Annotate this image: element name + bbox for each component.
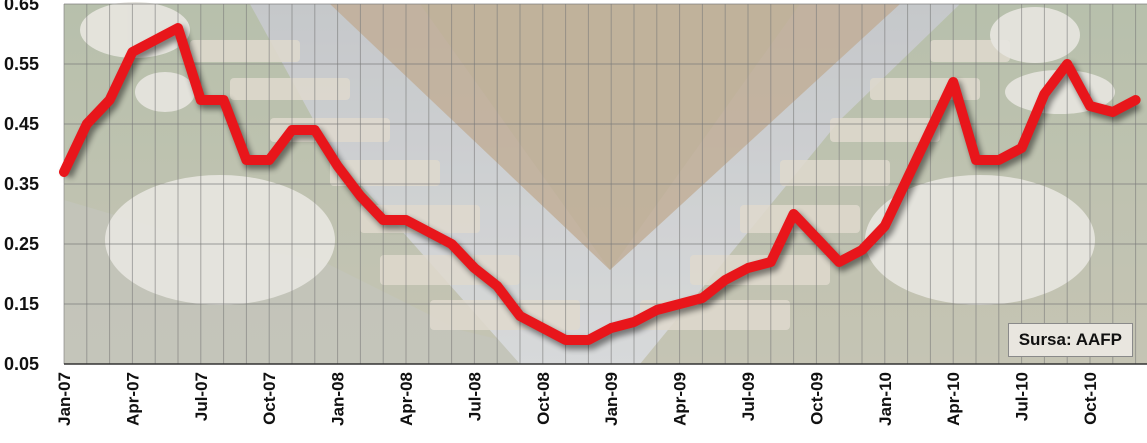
data-point (769, 261, 772, 263)
data-point (222, 99, 225, 101)
data-point (63, 171, 65, 173)
background-photo (64, 2, 1147, 364)
data-point (313, 129, 316, 131)
y-tick-label: 0.35 (4, 174, 39, 194)
data-point (108, 99, 111, 101)
y-tick-label: 0.25 (4, 234, 39, 254)
data-point (792, 213, 795, 215)
x-tick-label: Jul-09 (739, 372, 758, 421)
x-tick-label: Jan-10 (876, 372, 895, 426)
x-tick-label: Apr-08 (397, 372, 416, 426)
data-point (359, 195, 362, 197)
data-point (747, 267, 749, 269)
x-axis-ticks: Jan-07 Apr-07 Jul-07 Oct-07 Jan-08 Apr-08 Jul-… (55, 372, 1100, 426)
data-point (929, 129, 932, 131)
source-label: Sursa: AAFP (1007, 323, 1133, 357)
x-tick-label: Oct-09 (807, 372, 826, 425)
data-point (610, 327, 613, 329)
data-point (427, 231, 430, 233)
data-point (199, 99, 202, 101)
data-point (838, 261, 841, 263)
data-point (724, 279, 727, 281)
data-point (336, 165, 339, 167)
data-point (496, 285, 499, 287)
data-point (564, 339, 567, 341)
data-point (701, 297, 704, 299)
data-point (633, 321, 635, 323)
data-point (85, 123, 88, 125)
data-point (541, 327, 544, 329)
data-point (952, 81, 955, 83)
data-point (268, 159, 271, 161)
x-tick-label: Apr-09 (671, 372, 690, 426)
data-point (1134, 99, 1137, 101)
data-point (245, 159, 248, 161)
data-point (883, 225, 886, 227)
x-tick-label: Jul-10 (1013, 372, 1032, 421)
data-point (1043, 93, 1046, 95)
x-tick-label: Jul-08 (465, 372, 484, 421)
data-point (1020, 147, 1023, 149)
x-tick-label: Apr-10 (944, 372, 963, 426)
series-line (59, 23, 1141, 345)
data-point (473, 267, 476, 269)
data-point (906, 177, 909, 179)
data-point (815, 237, 818, 239)
data-point (291, 129, 293, 131)
y-tick-label: 0.45 (4, 114, 39, 134)
x-tick-label: Jul-07 (192, 372, 211, 421)
x-tick-label: Oct-10 (1081, 372, 1100, 425)
data-point (519, 315, 521, 317)
data-point (450, 243, 453, 245)
data-point (975, 159, 977, 161)
data-point (131, 51, 134, 53)
data-point (655, 309, 658, 311)
y-tick-label: 0.65 (4, 0, 39, 14)
data-point (1089, 105, 1091, 107)
x-tick-label: Jan-07 (55, 372, 74, 426)
x-tick-label: Oct-08 (534, 372, 553, 425)
data-point (154, 39, 157, 41)
x-tick-label: Jan-09 (602, 372, 621, 426)
data-point (405, 219, 407, 221)
data-point (382, 219, 385, 221)
data-point (678, 303, 681, 305)
x-tick-label: Apr-07 (123, 372, 142, 426)
data-point (997, 159, 1000, 161)
data-point (587, 339, 590, 341)
y-axis-ticks: 0.65 0.55 0.45 0.35 0.25 0.15 0.05 (4, 0, 39, 374)
data-point (861, 249, 863, 251)
y-tick-label: 0.15 (4, 294, 39, 314)
data-point (177, 27, 179, 29)
series-group (59, 23, 1142, 350)
data-point (1111, 111, 1114, 113)
y-tick-label: 0.05 (4, 354, 39, 374)
y-tick-label: 0.55 (4, 54, 39, 74)
x-tick-label: Jan-08 (329, 372, 348, 426)
x-tick-label: Oct-07 (260, 372, 279, 425)
data-point (1066, 63, 1069, 65)
